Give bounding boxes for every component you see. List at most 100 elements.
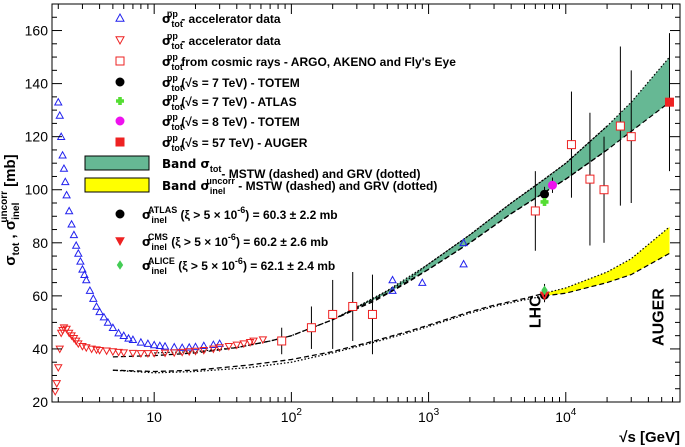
legend-item: σtotpp (√s = 57 TeV) - AUGER xyxy=(115,133,308,153)
data-point xyxy=(119,349,129,358)
y-tick-label: 40 xyxy=(32,341,48,357)
legend-item: σinelATLAS (ξ > 5 × 10-6) = 60.3 ± 2.2 m… xyxy=(115,205,338,225)
series-9 xyxy=(541,283,548,297)
data-point xyxy=(53,364,63,373)
data-point xyxy=(114,328,123,337)
y-tick-label: 140 xyxy=(25,76,49,92)
data-point xyxy=(95,346,104,355)
legend-item: Band σtot- MSTW (dashed) and GRV (dotted… xyxy=(84,155,421,181)
data-point xyxy=(224,342,234,351)
data-point xyxy=(209,340,218,348)
y-axis-label: σtot , σineluncorr [mb] xyxy=(0,154,22,265)
data-point xyxy=(58,150,67,159)
series-2 xyxy=(277,46,636,355)
data-point xyxy=(88,293,98,302)
curve-inel-grv xyxy=(112,295,545,374)
data-point xyxy=(664,97,674,107)
data-point xyxy=(92,301,101,310)
data-point xyxy=(540,189,550,199)
legend-label: σtotpp - accelerator data xyxy=(162,31,281,51)
data-point xyxy=(102,347,111,356)
data-point xyxy=(92,346,101,355)
plot-area xyxy=(52,4,680,402)
data-point xyxy=(76,256,85,265)
data-point xyxy=(160,341,170,350)
legend-item: σtotpp (√s = 7 TeV) - ATLAS xyxy=(116,92,297,112)
data-point xyxy=(459,259,468,268)
data-point xyxy=(71,240,81,249)
data-point xyxy=(215,339,224,347)
data-point xyxy=(367,309,377,319)
data-point xyxy=(184,342,194,351)
data-point xyxy=(85,286,95,294)
legend-label: σinelALICE (ξ > 5 × 10-6) = 62.1 ± 2.4 m… xyxy=(142,256,335,276)
band-tot-grv-edge xyxy=(332,56,670,321)
data-point xyxy=(388,275,397,284)
data-point xyxy=(388,286,397,294)
x-axis-label: √s [GeV] xyxy=(619,429,680,446)
data-point xyxy=(108,348,118,357)
data-point xyxy=(60,177,70,186)
data-point xyxy=(128,349,138,358)
band-inel-mstw-edge xyxy=(544,252,670,297)
legend-label: σinelATLAS (ξ > 5 × 10-6) = 60.3 ± 2.2 m… xyxy=(142,205,338,225)
data-point xyxy=(459,238,468,247)
data-point xyxy=(67,219,76,228)
data-point xyxy=(143,339,153,347)
legend-marker xyxy=(115,36,125,46)
series-6 xyxy=(664,33,674,172)
data-point xyxy=(277,336,287,346)
x-tick-label: 104 xyxy=(555,407,577,425)
data-point xyxy=(177,343,187,351)
legend-marker xyxy=(115,209,125,219)
data-point xyxy=(585,174,595,184)
legend-label: σtotpp (√s = 7 TeV) - ATLAS xyxy=(162,92,297,112)
data-point xyxy=(155,341,165,350)
data-point xyxy=(417,278,427,286)
data-point xyxy=(177,348,187,357)
legend-band-swatch xyxy=(84,155,150,171)
y-tick-label: 20 xyxy=(32,394,48,410)
curve-tot-mstw xyxy=(112,149,608,358)
legend-item: σtotpp from cosmic rays - ARGO, AKENO an… xyxy=(115,52,456,72)
legend-label: σtotp̅p - accelerator data xyxy=(162,9,281,29)
data-point xyxy=(191,347,200,356)
data-point xyxy=(566,140,576,150)
data-point xyxy=(53,97,63,106)
band-inel-grv-edge xyxy=(544,226,670,294)
data-point xyxy=(136,337,146,346)
legend-label: σtotpp from cosmic rays - ARGO, AKENO an… xyxy=(162,52,456,72)
y-tick-label: 100 xyxy=(25,182,49,198)
data-point xyxy=(64,206,74,215)
data-point xyxy=(626,132,636,142)
series-0 xyxy=(53,97,468,351)
curve-inel-mstw xyxy=(112,292,545,373)
legend-marker xyxy=(116,260,124,270)
data-point xyxy=(547,180,557,190)
legend-item: Band σineluncorr - MSTW (dashed) and GRV… xyxy=(84,176,437,196)
legend-item: σtotpp (√s = 8 TeV) - TOTEM xyxy=(115,112,300,132)
data-point xyxy=(199,341,209,350)
data-point xyxy=(149,340,159,349)
legend-marker xyxy=(115,77,125,87)
data-point xyxy=(191,342,200,351)
data-point xyxy=(541,285,548,296)
data-point xyxy=(62,325,71,334)
legend-marker xyxy=(115,12,125,22)
data-point xyxy=(81,344,91,353)
x-tick-label: 10 xyxy=(146,409,162,425)
x-tick-label: 102 xyxy=(281,407,303,425)
data-point xyxy=(128,335,138,343)
data-point xyxy=(232,341,242,350)
data-point xyxy=(69,230,79,239)
data-point xyxy=(530,206,540,216)
data-point xyxy=(99,312,109,321)
data-point xyxy=(78,264,87,273)
x-tick-label: 103 xyxy=(418,407,440,425)
legend-marker xyxy=(116,97,124,105)
data-point xyxy=(149,349,159,358)
legend-marker xyxy=(115,56,125,66)
legend-band-swatch xyxy=(84,177,150,193)
data-point xyxy=(62,190,71,199)
legend-item: σtotpp (√s = 7 TeV) - TOTEM xyxy=(115,73,300,93)
